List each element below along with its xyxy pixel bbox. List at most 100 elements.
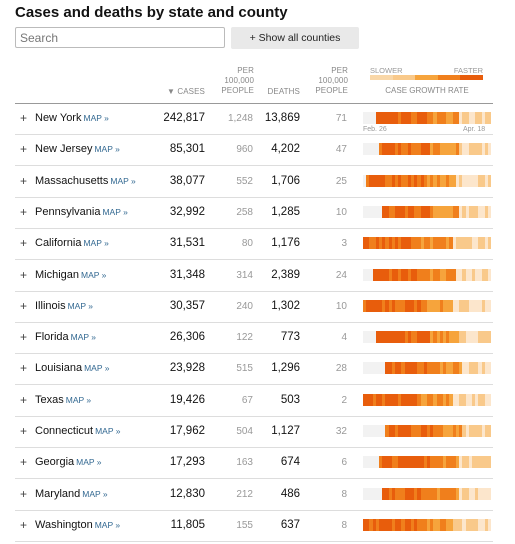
expand-row-button[interactable]: + bbox=[20, 361, 28, 376]
growth-cell bbox=[427, 143, 431, 156]
table-row[interactable]: + New York MAP » 242,817 1,248 13,869 71 Feb. 2… bbox=[15, 104, 493, 135]
deaths-per-100k-header: PER 100,000 PEOPLE bbox=[306, 66, 348, 96]
growth-cell bbox=[414, 174, 418, 187]
growth-cell bbox=[420, 362, 424, 375]
growth-cell bbox=[443, 331, 447, 344]
growth-cell bbox=[388, 143, 392, 156]
growth-cell bbox=[484, 518, 488, 531]
expand-row-button[interactable]: + bbox=[20, 204, 28, 219]
legend-swatch bbox=[415, 75, 438, 80]
table-row[interactable]: + Georgia MAP » 17,293 163 674 6 bbox=[15, 448, 493, 480]
growth-cell bbox=[452, 393, 456, 406]
map-link[interactable]: MAP » bbox=[82, 488, 108, 499]
expand-row-button[interactable]: + bbox=[20, 267, 28, 282]
map-link[interactable]: MAP » bbox=[67, 300, 93, 311]
growth-cell bbox=[475, 456, 479, 469]
expand-row-button[interactable]: + bbox=[20, 392, 28, 407]
growth-cell bbox=[385, 518, 389, 531]
map-link[interactable]: MAP » bbox=[83, 113, 109, 123]
growth-cell bbox=[471, 393, 476, 406]
growth-cell bbox=[481, 237, 485, 250]
growth-cell bbox=[404, 112, 408, 124]
expand-row-button[interactable]: + bbox=[20, 142, 28, 157]
expand-row-button[interactable]: + bbox=[20, 111, 28, 125]
deaths-value: 2,389 bbox=[271, 268, 300, 281]
growth-cell bbox=[407, 393, 412, 406]
case-growth-sparkline bbox=[363, 143, 492, 156]
page-title: Cases and deaths by state and county bbox=[15, 4, 288, 21]
dper100-value: 3 bbox=[341, 238, 347, 250]
cases-value: 32,992 bbox=[169, 205, 205, 218]
growth-cell bbox=[449, 268, 453, 281]
growth-cell bbox=[379, 425, 383, 437]
growth-cell bbox=[398, 393, 402, 406]
map-link[interactable]: MAP » bbox=[83, 238, 109, 249]
growth-cell bbox=[369, 268, 373, 281]
map-link[interactable]: MAP » bbox=[65, 394, 92, 405]
growth-cell bbox=[395, 456, 399, 469]
growth-cell bbox=[471, 268, 476, 281]
table-row[interactable]: + Maryland MAP » 12,830 212 486 8 bbox=[15, 480, 493, 511]
growth-cell bbox=[436, 425, 440, 437]
table-row[interactable]: + Massachusetts MAP » 38,077 552 1,706 25 bbox=[15, 167, 493, 198]
deaths-column-header[interactable]: DEATHS bbox=[267, 87, 300, 96]
growth-cell bbox=[427, 362, 431, 375]
map-link[interactable]: MAP » bbox=[94, 144, 120, 155]
map-link[interactable]: MAP » bbox=[110, 175, 136, 186]
expand-row-button[interactable]: + bbox=[20, 236, 28, 251]
growth-cell bbox=[375, 456, 380, 469]
table-row[interactable]: + Connecticut MAP » 17,962 504 1,127 32 bbox=[15, 417, 493, 448]
table-row[interactable]: + Louisiana MAP » 23,928 515 1,296 28 bbox=[15, 354, 493, 386]
growth-cell bbox=[471, 237, 476, 250]
expand-row-button[interactable]: + bbox=[20, 330, 28, 345]
table-row[interactable]: + New Jersey MAP » 85,301 960 4,202 47 bbox=[15, 135, 493, 167]
expand-row-button[interactable]: + bbox=[20, 173, 28, 188]
table-row[interactable]: + Michigan MAP » 31,348 314 2,389 24 bbox=[15, 261, 493, 292]
growth-cell bbox=[475, 143, 479, 156]
growth-cell bbox=[385, 205, 389, 218]
state-label: Maryland bbox=[35, 487, 81, 500]
expand-row-button[interactable]: + bbox=[20, 424, 28, 438]
map-link[interactable]: MAP » bbox=[84, 363, 110, 374]
map-link[interactable]: MAP » bbox=[81, 269, 107, 280]
show-all-counties-button[interactable]: + Show all counties bbox=[231, 27, 359, 49]
map-link[interactable]: MAP » bbox=[95, 426, 121, 436]
growth-cell bbox=[401, 237, 405, 250]
table-row[interactable]: + Pennsylvania MAP » 32,992 258 1,285 10 bbox=[15, 198, 493, 229]
cases-column-header[interactable]: ▼ CASES bbox=[167, 87, 205, 96]
growth-cell bbox=[427, 518, 431, 531]
expand-row-button[interactable]: + bbox=[20, 517, 28, 532]
growth-cell bbox=[375, 112, 380, 124]
growth-cell bbox=[471, 205, 476, 218]
table-row[interactable]: + California MAP » 31,531 80 1,176 3 bbox=[15, 229, 493, 261]
growth-cell bbox=[372, 112, 376, 124]
expand-row-button[interactable]: + bbox=[20, 455, 28, 470]
map-link[interactable]: MAP » bbox=[102, 206, 128, 217]
map-link[interactable]: MAP » bbox=[70, 332, 96, 343]
table-row[interactable]: + Texas MAP » 19,426 67 503 2 bbox=[15, 386, 493, 417]
growth-cell bbox=[455, 518, 460, 531]
growth-cell bbox=[455, 143, 460, 156]
expand-row-button[interactable]: + bbox=[20, 298, 28, 313]
growth-cell bbox=[375, 425, 380, 437]
growth-cell bbox=[414, 425, 418, 437]
map-link[interactable]: MAP » bbox=[94, 519, 121, 530]
growth-cell bbox=[366, 205, 370, 218]
growth-cell bbox=[478, 299, 482, 312]
table-row[interactable]: + Florida MAP » 26,306 122 773 4 bbox=[15, 323, 493, 355]
expand-row-button[interactable]: + bbox=[20, 486, 28, 501]
growth-cell bbox=[363, 205, 367, 218]
growth-cell bbox=[382, 174, 386, 187]
growth-cell bbox=[417, 487, 421, 500]
growth-cell bbox=[420, 487, 424, 500]
growth-cell bbox=[369, 299, 373, 312]
table-row[interactable]: + Illinois MAP » 30,357 240 1,302 10 bbox=[15, 292, 493, 323]
growth-cell bbox=[382, 487, 386, 500]
growth-cell bbox=[478, 268, 482, 281]
growth-cell bbox=[487, 487, 492, 500]
search-input[interactable] bbox=[15, 27, 225, 48]
growth-cell bbox=[455, 456, 460, 469]
growth-cell bbox=[407, 518, 412, 531]
map-link[interactable]: MAP » bbox=[76, 457, 102, 468]
table-row[interactable]: + Washington MAP » 11,805 155 637 8 bbox=[15, 511, 493, 542]
